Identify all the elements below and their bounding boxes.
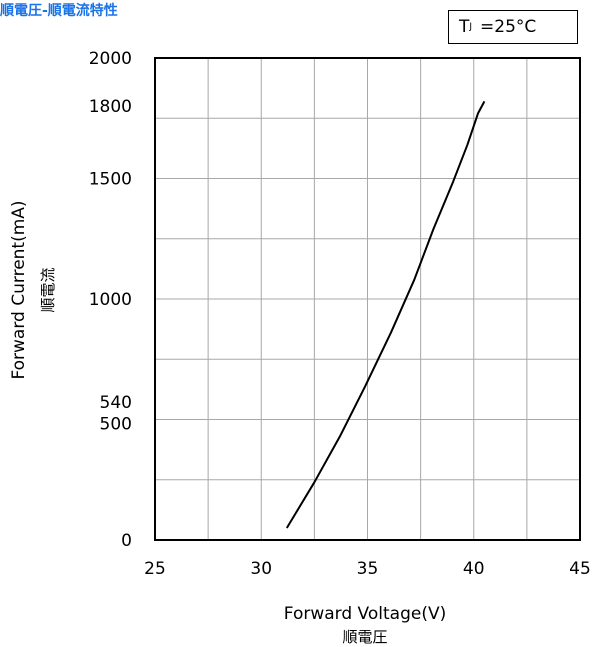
x-tick-label: 35 <box>357 559 379 579</box>
series-line <box>285 100 486 529</box>
condition-symbol: T <box>459 17 470 37</box>
y-tick-label: 500 <box>100 415 132 435</box>
condition-subscript: J <box>469 22 473 32</box>
x-axis-label: Forward Voltage(V) <box>284 604 446 624</box>
y-axis-label: Forward Current(mA) <box>9 200 29 379</box>
y-tick-label: 540 <box>100 393 132 413</box>
y-tick-label: 2000 <box>89 49 132 69</box>
y-tick-label: 1500 <box>89 170 132 190</box>
temperature-condition-box: T J =25°C <box>448 10 578 44</box>
x-tick-label: 40 <box>463 559 485 579</box>
plot-frame <box>154 57 581 541</box>
y-axis-sublabel: 順電流 <box>39 267 57 312</box>
y-tick-label: 1800 <box>89 97 132 117</box>
condition-text: =25°C <box>480 17 537 37</box>
chart-title: 順電圧-順電流特性 <box>0 3 118 19</box>
x-tick-label: 45 <box>569 559 591 579</box>
y-tick-label: 1000 <box>89 290 132 310</box>
grid-lines <box>155 58 580 540</box>
x-axis-sublabel: 順電圧 <box>342 628 387 646</box>
series-layer <box>285 100 486 529</box>
x-tick-label: 25 <box>144 559 166 579</box>
x-tick-label: 30 <box>250 559 272 579</box>
y-tick-label: 0 <box>121 531 132 551</box>
